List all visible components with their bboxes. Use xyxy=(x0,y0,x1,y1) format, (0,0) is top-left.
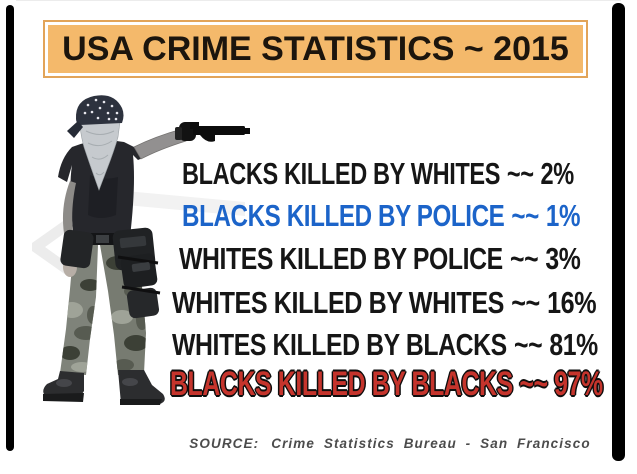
stat-value: 3% xyxy=(545,241,581,276)
source-text: Crime Statistics Bureau - San Francisco xyxy=(271,436,591,451)
boots xyxy=(43,370,165,405)
stat-label: WHITES KILLED BY WHITES xyxy=(172,285,505,320)
stat-label: BLACKS KILLED BY POLICE xyxy=(182,198,505,233)
source-label: SOURCE: xyxy=(189,436,260,451)
title-banner: USA CRIME STATISTICS ~ 2015 xyxy=(43,20,588,78)
stat-separator: ~~ xyxy=(509,241,539,276)
stat-row-blacks-killed-by-blacks: BLACKS KILLED BY BLACKS ~~ 97% xyxy=(170,367,603,401)
left-edge-bar xyxy=(6,5,14,451)
stat-label: BLACKS KILLED BY WHITES xyxy=(182,156,501,191)
masked-gunman-illustration xyxy=(32,95,250,405)
stat-value: 2% xyxy=(540,156,575,191)
stat-row-whites-killed-by-whites: WHITES KILLED BY WHITES ~~ 16% xyxy=(172,285,597,320)
handgun-icon xyxy=(190,122,250,142)
stat-row-whites-killed-by-police: WHITES KILLED BY POLICE ~~ 3% xyxy=(179,241,581,276)
source-line: SOURCE: Crime Statistics Bureau - San Fra… xyxy=(170,436,610,451)
stat-separator: ~~ xyxy=(514,327,543,362)
stat-row-whites-killed-by-blacks: WHITES KILLED BY BLACKS ~~ 81% xyxy=(172,329,598,360)
gun-arm xyxy=(133,122,250,160)
title-banner-inner: USA CRIME STATISTICS ~ 2015 xyxy=(48,25,583,73)
stat-row-blacks-killed-by-police: BLACKS KILLED BY POLICE ~~ 1% xyxy=(182,200,580,231)
stat-value: 1% xyxy=(545,198,581,233)
right-edge-bar xyxy=(612,3,625,461)
stat-label: BLACKS KILLED BY BLACKS xyxy=(170,365,513,403)
stat-separator: ~~ xyxy=(511,198,539,233)
bandana-cap xyxy=(67,95,124,138)
page-title: USA CRIME STATISTICS ~ 2015 xyxy=(62,29,569,68)
stat-value: 97% xyxy=(554,365,603,403)
thigh-rig xyxy=(117,253,161,319)
stat-label: WHITES KILLED BY POLICE xyxy=(179,241,503,276)
stat-row-blacks-killed-by-whites: BLACKS KILLED BY WHITES ~~ 2% xyxy=(182,158,574,189)
stat-separator: ~~ xyxy=(506,156,534,191)
stat-value: 16% xyxy=(547,285,597,320)
stat-separator: ~~ xyxy=(511,285,540,320)
stat-label: WHITES KILLED BY BLACKS xyxy=(172,327,507,362)
top-hairline xyxy=(16,0,621,1)
stat-separator: ~~ xyxy=(519,365,548,403)
stat-value: 81% xyxy=(549,327,598,362)
shirt-shading xyxy=(88,175,118,218)
